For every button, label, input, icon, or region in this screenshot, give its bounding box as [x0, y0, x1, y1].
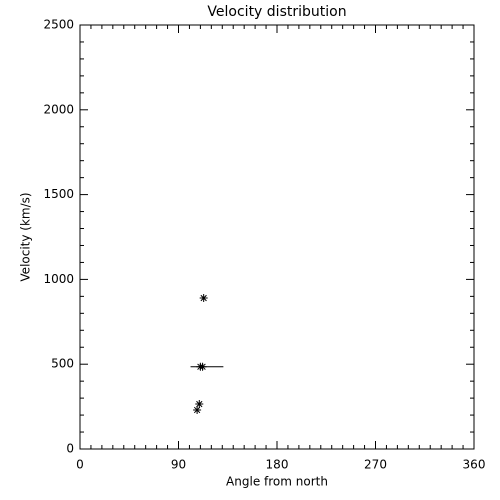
y-tick-label: 1500 — [43, 187, 74, 201]
x-tick-label: 0 — [76, 458, 84, 472]
x-axis-label: Angle from north — [226, 475, 328, 489]
y-tick-label: 0 — [66, 442, 74, 456]
y-tick-label: 500 — [51, 357, 74, 371]
x-tick-label: 270 — [364, 458, 387, 472]
chart-title: Velocity distribution — [207, 4, 346, 20]
y-tick-label: 1000 — [43, 272, 74, 286]
point — [193, 405, 202, 414]
y-axis-label: Velocity (km/s) — [19, 192, 33, 281]
x-tick-label: 90 — [171, 458, 186, 472]
y-tick-label: 2000 — [43, 102, 74, 116]
x-tick-label: 360 — [463, 458, 486, 472]
x-tick-label: 180 — [266, 458, 289, 472]
y-tick-label: 2500 — [43, 18, 74, 32]
point — [199, 294, 208, 303]
point — [195, 400, 204, 409]
